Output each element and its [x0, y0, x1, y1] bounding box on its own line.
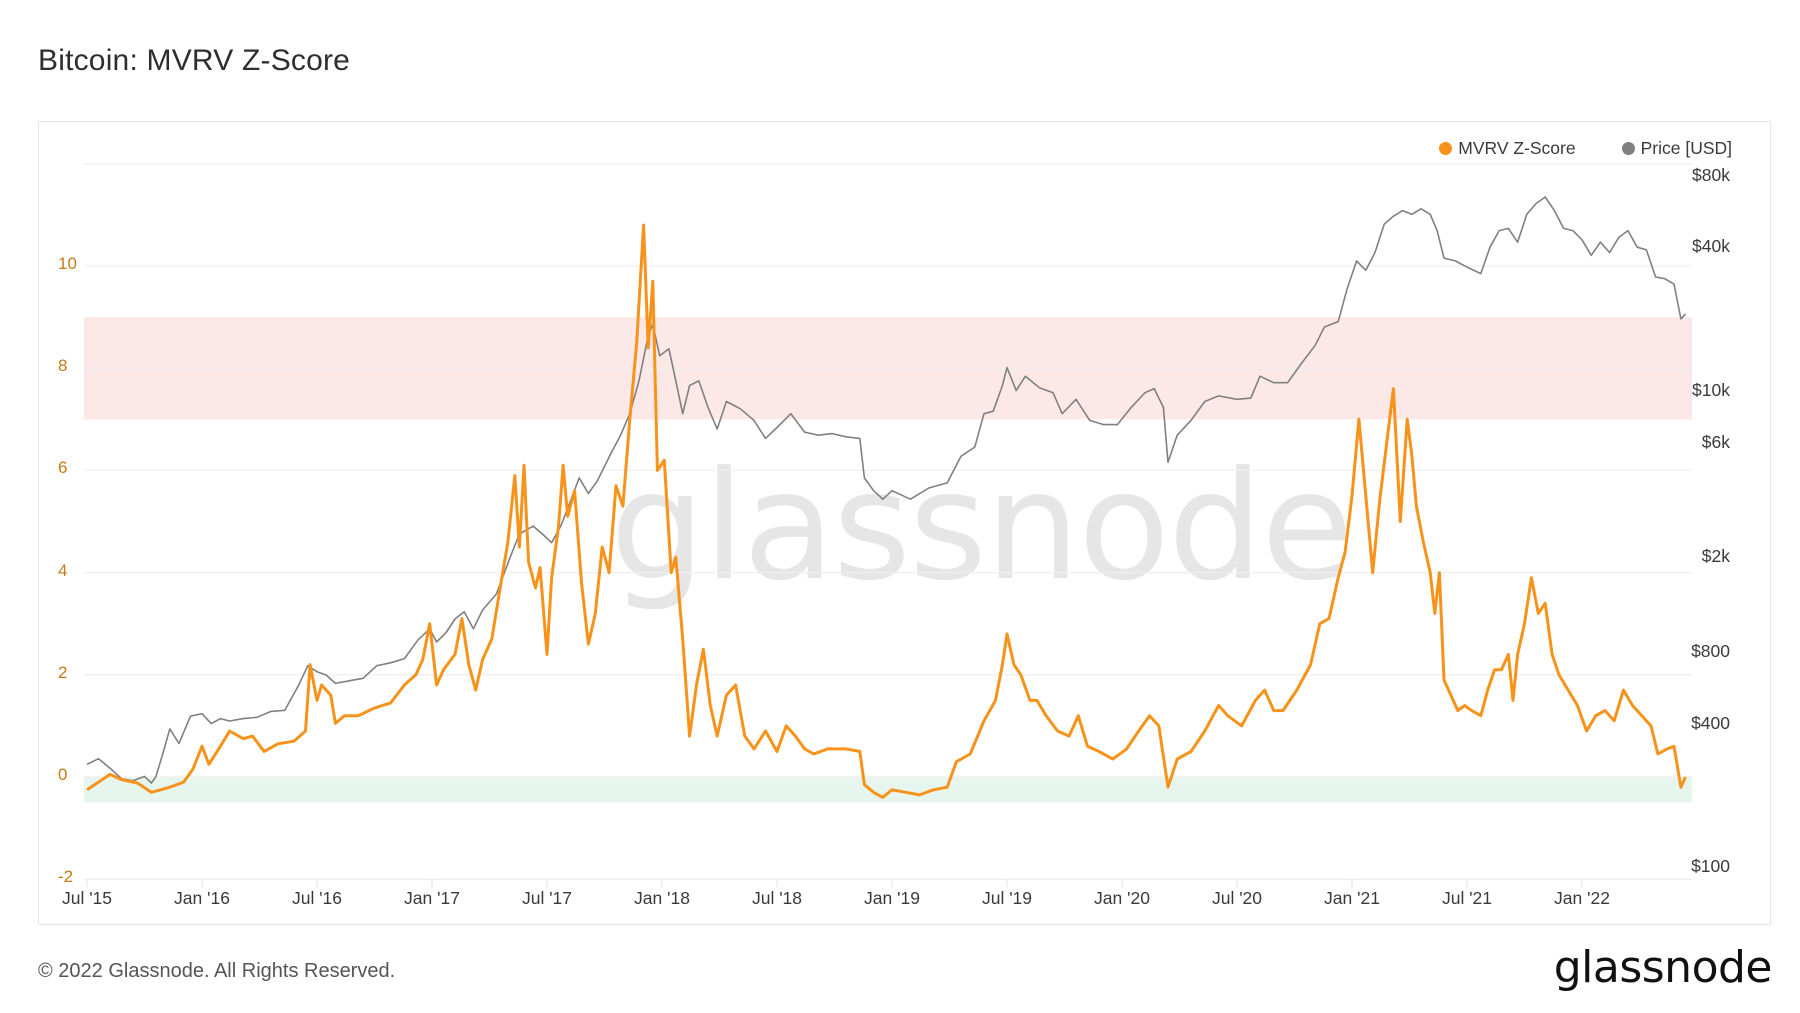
- legend-item-price[interactable]: Price [USD]: [1621, 138, 1732, 159]
- left-y-tick-label: 4: [58, 560, 68, 580]
- right-y-tick-label: $400: [1691, 712, 1730, 733]
- x-tick-label: Jul '15: [61, 888, 113, 908]
- x-tick-label: Jan '18: [634, 888, 690, 908]
- legend-label-mvrv: MVRV Z-Score: [1458, 138, 1576, 158]
- x-tick-label: Jan '17: [404, 888, 460, 908]
- x-tick-label: Jan '16: [174, 888, 230, 908]
- legend-label-price: Price [USD]: [1640, 138, 1732, 158]
- right-y-tick-label: $800: [1691, 640, 1730, 661]
- x-tick-label: Jul '17: [521, 888, 573, 908]
- legend: MVRV Z-Score Price [USD]: [1439, 138, 1732, 159]
- x-tick-label: Jul '16: [291, 888, 343, 908]
- x-tick-label: Jan '21: [1324, 888, 1380, 908]
- x-tick-label: Jul '19: [981, 888, 1033, 908]
- x-tick-label: Jul '20: [1211, 888, 1263, 908]
- left-y-tick-label: 6: [58, 458, 68, 478]
- left-y-tick-label: 0: [58, 765, 68, 784]
- x-tick-label: Jul '18: [751, 888, 803, 908]
- x-tick-label: Jan '20: [1094, 888, 1150, 908]
- x-tick-label: Jul '21: [1441, 888, 1493, 908]
- right-y-tick-label: $100: [1691, 856, 1730, 876]
- legend-item-mvrv[interactable]: MVRV Z-Score: [1439, 138, 1576, 159]
- mvrv-zscore-line: [86, 223, 1687, 799]
- price-line: [86, 196, 1687, 784]
- legend-dot-price-icon: [1621, 142, 1635, 155]
- right-y-tick-label: $6k: [1701, 432, 1730, 453]
- page-title: Bitcoin: MVRV Z-Score: [38, 44, 351, 77]
- right-y-tick-label: $40k: [1692, 236, 1730, 257]
- left-y-tick-label: 2: [58, 662, 68, 682]
- legend-dot-mvrv-icon: [1439, 142, 1453, 155]
- right-y-tick-label: $10k: [1692, 379, 1730, 400]
- left-y-tick-label: -2: [58, 867, 74, 887]
- undervalued-band: [84, 777, 1692, 803]
- left-y-tick-label: 10: [58, 254, 77, 273]
- right-y-tick-label: $80k: [1692, 164, 1730, 185]
- left-y-tick-label: 8: [58, 356, 68, 376]
- copyright-text: © 2022 Glassnode. All Rights Reserved.: [38, 960, 396, 982]
- x-tick-label: Jan '19: [864, 888, 920, 908]
- right-y-tick-label: $2k: [1701, 546, 1730, 567]
- x-tick-label: Jan '22: [1554, 888, 1610, 908]
- glassnode-logo: glassnode: [1553, 942, 1773, 993]
- chart-frame: [38, 121, 1771, 925]
